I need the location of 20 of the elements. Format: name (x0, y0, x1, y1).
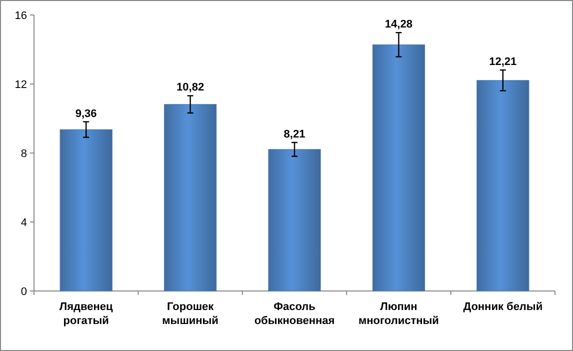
bar (372, 44, 425, 292)
y-tick-label: 12 (14, 78, 27, 91)
x-tick-label: Донник белый (463, 301, 543, 313)
y-tick-label: 4 (20, 216, 27, 229)
x-tick-label: Горошек мышиный (162, 301, 218, 327)
data-label: 9,36 (75, 108, 97, 120)
bar (60, 129, 112, 292)
x-tick-label: Фасоль обыкновенная (254, 301, 335, 327)
bar (268, 149, 321, 292)
x-tick-label: Лядвенец рогатый (59, 301, 114, 327)
data-label: 12,21 (489, 56, 517, 68)
y-tick-label: 16 (14, 10, 27, 22)
bar (476, 80, 530, 292)
data-label: 10,82 (176, 82, 204, 94)
data-label: 8,21 (284, 128, 306, 140)
y-tick-label: 0 (20, 286, 27, 298)
x-tick-label: Люпин многолистный (358, 301, 439, 327)
data-label: 14,28 (384, 18, 412, 31)
bar (164, 104, 217, 292)
y-tick-label: 8 (20, 148, 27, 160)
